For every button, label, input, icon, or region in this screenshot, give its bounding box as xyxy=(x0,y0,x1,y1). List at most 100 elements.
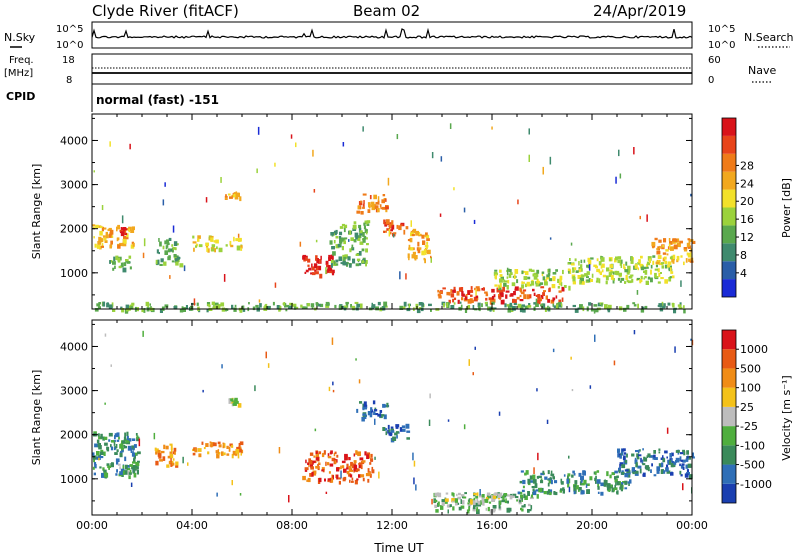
range-cell xyxy=(358,227,362,233)
range-cell xyxy=(396,224,399,229)
range-cell xyxy=(543,290,546,293)
range-cell xyxy=(103,436,108,440)
range-cell xyxy=(112,261,116,265)
range-cell xyxy=(315,460,317,463)
range-cell xyxy=(435,509,439,513)
range-cell xyxy=(173,254,177,258)
colorbar-tick-label: 1000 xyxy=(740,343,768,356)
range-cell xyxy=(634,459,638,464)
range-cell xyxy=(98,454,102,459)
range-cell xyxy=(332,381,334,386)
range-cell xyxy=(176,256,181,260)
range-cell xyxy=(473,219,476,224)
range-cell xyxy=(686,450,689,455)
range-cell xyxy=(447,419,450,422)
range-cell xyxy=(93,457,95,463)
range-cell xyxy=(310,303,315,308)
range-cell xyxy=(595,475,597,480)
range-cell xyxy=(424,258,426,264)
range-cell xyxy=(571,389,574,392)
range-cell xyxy=(257,126,260,135)
range-cell xyxy=(221,451,224,456)
range-cell xyxy=(536,494,539,499)
range-cell xyxy=(596,258,599,262)
range-cell xyxy=(145,301,150,307)
range-cell xyxy=(103,451,106,456)
range-cell xyxy=(351,477,354,481)
range-cell xyxy=(609,474,612,479)
range-cell xyxy=(335,263,339,266)
noise-tick-top-right: 10^5 xyxy=(708,24,735,35)
range-cell xyxy=(469,289,474,293)
range-cell xyxy=(653,450,656,454)
range-cell xyxy=(340,262,344,265)
range-cell xyxy=(646,263,649,267)
colorbar-tick-label: -100 xyxy=(740,439,765,452)
range-cell xyxy=(109,260,113,263)
range-cell xyxy=(546,419,549,424)
range-cell xyxy=(530,494,533,498)
range-cell xyxy=(581,482,585,486)
range-cell xyxy=(169,248,173,252)
range-cell xyxy=(364,228,367,233)
range-cell xyxy=(629,276,633,279)
range-cell xyxy=(569,258,571,261)
range-cell xyxy=(209,235,214,238)
range-cell xyxy=(216,305,220,309)
range-cell xyxy=(499,282,502,288)
range-cell xyxy=(542,276,546,281)
range-cell xyxy=(315,271,319,275)
range-cell xyxy=(195,243,198,247)
range-cell xyxy=(385,206,389,210)
range-cell xyxy=(680,465,684,469)
beam-label: Beam 02 xyxy=(353,2,420,20)
range-cell xyxy=(514,299,517,304)
range-cell xyxy=(369,462,372,465)
range-cell xyxy=(615,256,618,261)
range-cell xyxy=(159,241,162,247)
range-cell xyxy=(335,229,338,234)
range-cell xyxy=(645,280,649,285)
range-cell xyxy=(522,289,527,292)
range-cell xyxy=(309,473,313,477)
range-cell xyxy=(451,498,455,501)
range-cell xyxy=(626,453,628,458)
range-cell xyxy=(332,389,335,393)
range-cell xyxy=(274,162,276,167)
cpid-text: normal (fast) -151 xyxy=(96,93,219,107)
range-cell xyxy=(102,437,105,441)
range-cell xyxy=(603,482,607,487)
range-cell xyxy=(109,229,114,235)
range-cell xyxy=(494,269,498,272)
range-cell xyxy=(462,500,465,505)
range-cell xyxy=(507,268,510,271)
range-cell xyxy=(591,273,594,278)
range-cell xyxy=(132,470,136,474)
range-cell xyxy=(650,264,653,269)
range-cell xyxy=(235,452,237,457)
range-cell xyxy=(117,224,120,230)
range-cell xyxy=(583,259,586,263)
colorbar-tick-label: 20 xyxy=(740,195,754,208)
range-cell xyxy=(670,472,674,476)
range-cell xyxy=(123,445,127,449)
range-cell xyxy=(329,240,333,245)
colorbar-segment xyxy=(722,171,736,190)
range-cell xyxy=(532,288,535,292)
range-cell xyxy=(408,244,411,250)
range-cell xyxy=(417,249,421,254)
range-cell xyxy=(407,239,411,242)
range-cell xyxy=(492,308,495,312)
range-cell xyxy=(572,281,576,285)
range-cell xyxy=(342,465,345,469)
range-cell xyxy=(635,450,639,453)
range-cell xyxy=(656,247,659,251)
range-cell xyxy=(309,459,313,465)
range-cell xyxy=(686,252,689,256)
colorbar-tick-label: 12 xyxy=(740,231,754,244)
range-cell xyxy=(321,453,325,458)
range-cell xyxy=(485,301,488,307)
range-cell xyxy=(343,468,347,473)
range-cell xyxy=(524,283,527,288)
